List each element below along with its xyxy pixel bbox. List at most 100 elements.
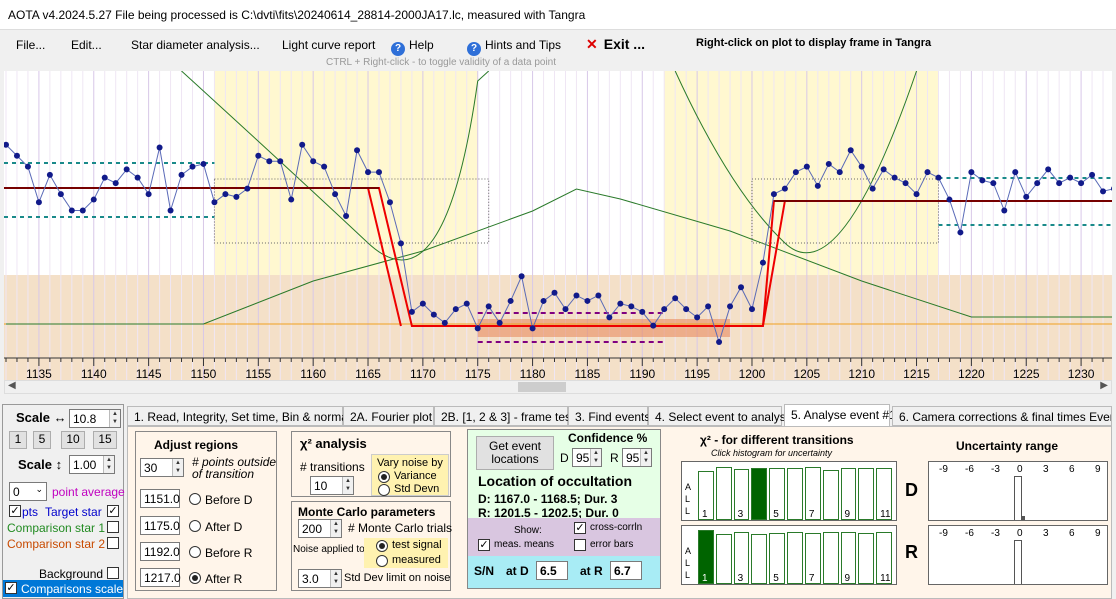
r-chi2-histogram[interactable]: A L L 1 3 5 7 9 11: [681, 525, 897, 585]
scroll-right-icon[interactable]: ▶: [1100, 380, 1108, 391]
before-r-input[interactable]: 1192.0: [140, 542, 180, 561]
plot-scrollbar[interactable]: ◀ ▶: [4, 380, 1112, 394]
std-dev-limit-spinner[interactable]: ▲ ▼: [330, 570, 341, 587]
error-bars-checkbox[interactable]: [574, 539, 586, 551]
cross-correlation-checkbox[interactable]: ✓: [574, 522, 586, 534]
chi2-bar[interactable]: [698, 529, 714, 584]
comparison-star-2-checkbox[interactable]: [107, 537, 119, 549]
edit-menu[interactable]: Edit...: [71, 38, 102, 52]
chi2-bar[interactable]: [840, 468, 857, 520]
exit-menu[interactable]: ✕ Exit ...: [586, 36, 645, 53]
before-r-radio[interactable]: [189, 546, 201, 558]
light-curve-plot[interactable]: 1135 1140 1145 1150 1155 1160 1165 1170 1175 1180…: [3, 70, 1116, 381]
scale-h-spinner[interactable]: ▲ ▼: [109, 410, 120, 427]
chi2-bar[interactable]: [876, 531, 892, 584]
after-d-radio[interactable]: [189, 520, 201, 532]
chi2-bar[interactable]: [698, 470, 714, 520]
data-point: [847, 147, 854, 154]
d-chi2-histogram[interactable]: A L L 1 3 5 7 9 11: [681, 461, 897, 521]
tab-analyse-event[interactable]: 5. Analyse event #1: [784, 404, 896, 426]
data-point: [3, 141, 9, 148]
get-event-locations-button[interactable]: Get event locations: [476, 436, 554, 470]
tab-fourier[interactable]: 2A. Fourier plot: [343, 406, 434, 426]
transitions-spinner[interactable]: ▲ ▼: [342, 477, 353, 494]
scroll-thumb[interactable]: [518, 382, 566, 392]
scale-v-input[interactable]: 1.00 ▲ ▼: [69, 455, 115, 474]
scale-10-button[interactable]: 10: [61, 431, 85, 449]
x-tick-label: 1205: [793, 367, 820, 380]
light-curve-svg[interactable]: 1135 1140 1145 1150 1155 1160 1165 1170 1175 1180…: [3, 70, 1116, 381]
confidence-d-input[interactable]: 95 ▲ ▼: [572, 448, 602, 467]
tab-camera-corrections[interactable]: 6. Camera corrections & final times Even…: [892, 406, 1112, 426]
chi2-bar[interactable]: [840, 532, 857, 584]
after-d-input[interactable]: 1175.0: [140, 516, 180, 535]
chi2-bar[interactable]: [822, 532, 839, 584]
pts-checkbox[interactable]: ✓: [9, 505, 21, 517]
chi2-bar[interactable]: [787, 467, 803, 520]
meas-means-checkbox[interactable]: ✓: [478, 539, 490, 551]
scroll-left-icon[interactable]: ◀: [8, 380, 16, 391]
std-devn-radio[interactable]: [378, 484, 390, 496]
background-checkbox[interactable]: [107, 567, 119, 579]
scale-1-button[interactable]: 1: [9, 431, 27, 449]
confidence-r-input[interactable]: 95 ▲ ▼: [622, 448, 652, 467]
chi2-bar[interactable]: [769, 533, 786, 584]
std-dev-limit-input[interactable]: 3.0 ▲ ▼: [298, 569, 342, 588]
after-r-input[interactable]: 1217.0: [140, 568, 181, 587]
confidence-d-spinner[interactable]: ▲ ▼: [590, 449, 601, 466]
chi2-bar[interactable]: [769, 468, 786, 520]
tab-frame-test[interactable]: 2B. [1, 2 & 3] - frame test: [434, 406, 574, 426]
chi2-bar[interactable]: [804, 533, 821, 584]
measured-radio[interactable]: [376, 555, 388, 567]
star-diameter-menu[interactable]: Star diameter analysis...: [131, 38, 260, 52]
comparisons-scaled-checkbox[interactable]: ✓: [5, 582, 17, 594]
chi2-bar[interactable]: [787, 532, 803, 584]
confidence-r-spinner[interactable]: ▲ ▼: [640, 449, 651, 466]
tab-select-event[interactable]: 4. Select event to analyse: [648, 406, 792, 426]
points-outside-input[interactable]: 30 ▲ ▼: [140, 458, 184, 477]
before-d-input[interactable]: 1151.0: [140, 489, 180, 508]
scale-15-button[interactable]: 15: [93, 431, 117, 449]
data-point: [101, 174, 108, 181]
hints-menu[interactable]: ? Hints and Tips: [467, 38, 561, 56]
tab-find-events[interactable]: 3. Find events: [568, 406, 650, 426]
comparison-star-1-checkbox[interactable]: [107, 521, 119, 533]
tab-read[interactable]: 1. Read, Integrity, Set time, Bin & norm…: [127, 406, 366, 426]
chi2-bar[interactable]: [751, 533, 768, 584]
points-outside-label: # points outside of transition: [192, 455, 277, 481]
point-average-select[interactable]: 0 ⌄: [9, 482, 47, 501]
transitions-input[interactable]: 10 ▲ ▼: [310, 476, 354, 495]
chi2-bar[interactable]: [733, 469, 750, 520]
before-d-radio[interactable]: [189, 493, 201, 505]
menu-bar: File... Edit... Star diameter analysis..…: [0, 31, 1116, 71]
data-point: [1111, 185, 1116, 192]
chi2-bar[interactable]: [733, 532, 750, 584]
chi2-bar[interactable]: [876, 467, 892, 520]
variance-radio[interactable]: [378, 471, 390, 483]
scale-h-input[interactable]: 10.8 ▲ ▼: [69, 409, 121, 428]
chi2-bar[interactable]: [715, 466, 732, 520]
points-outside-spinner[interactable]: ▲ ▼: [172, 459, 183, 476]
d-uncertainty-bar: [1014, 476, 1022, 520]
d-uncertainty-plot[interactable]: -9 -6 -3 0 3 6 9: [928, 461, 1108, 521]
help-menu[interactable]: ? Help: [391, 38, 434, 56]
scale-v-spinner[interactable]: ▲ ▼: [103, 456, 114, 473]
chi2-bar[interactable]: [858, 533, 875, 584]
data-point: [1078, 180, 1085, 187]
light-curve-report-menu[interactable]: Light curve report: [282, 38, 376, 52]
comparisons-scaled-row[interactable]: ✓ Comparisons scaled: [3, 580, 123, 597]
monte-carlo-trials-input[interactable]: 200 ▲ ▼: [298, 519, 342, 538]
chi2-bar[interactable]: [804, 466, 821, 520]
target-star-checkbox[interactable]: ✓: [107, 505, 119, 517]
chi2-bar[interactable]: [858, 467, 875, 520]
data-point: [343, 213, 350, 219]
monte-carlo-trials-spinner[interactable]: ▲ ▼: [330, 520, 341, 537]
r-uncertainty-plot[interactable]: -9 -6 -3 0 3 6 9: [928, 525, 1108, 585]
file-menu[interactable]: File...: [16, 38, 46, 52]
test-signal-radio[interactable]: [376, 540, 388, 552]
chi2-bar[interactable]: [751, 467, 768, 520]
scale-5-button[interactable]: 5: [33, 431, 51, 449]
after-r-radio[interactable]: [189, 572, 201, 584]
chi2-bar[interactable]: [822, 469, 839, 520]
chi2-bar[interactable]: [715, 533, 732, 584]
